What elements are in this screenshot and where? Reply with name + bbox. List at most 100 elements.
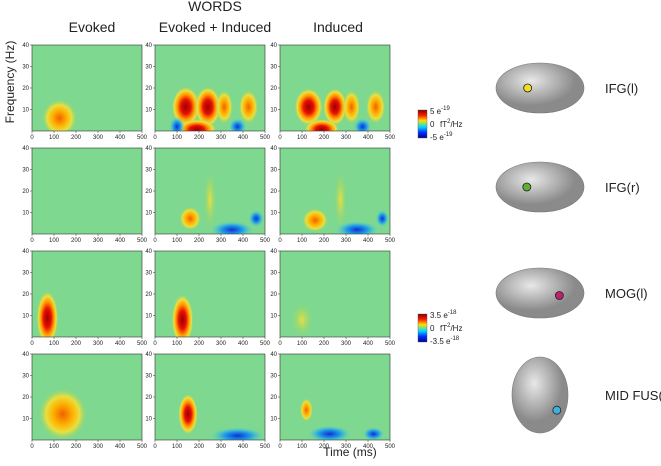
heatmap-background [155,354,265,440]
heatmap-panel: 0 100 200 300 400 500 10 20 30 40 [145,352,270,450]
x-tick-label: 200 [194,341,205,347]
heatmap [155,354,265,440]
heatmap-blob [210,221,254,234]
heatmap-blob [179,206,202,231]
heatmap-blob [194,86,221,128]
y-tick-label: 40 [22,146,29,152]
x-tick-label: 100 [49,135,60,141]
x-tick-label: 500 [260,444,271,450]
x-tick-label: 400 [115,444,126,450]
heatmap-blob [304,118,340,131]
heatmap-blob [307,425,352,440]
colorbar-label: -5 e-19 [430,132,453,142]
heatmap [280,45,390,131]
y-tick-label: 40 [22,352,29,358]
x-tick-label: 100 [297,444,308,450]
x-tick-label: 400 [115,341,126,347]
label-exponent: -19 [441,106,450,112]
heatmap-blob [169,116,185,131]
x-tick-label: 400 [238,238,249,244]
heatmap-blob [238,89,259,125]
label-tail: /Hz [450,324,462,333]
x-tick-label: 100 [49,444,60,450]
x-tick-label: 100 [172,135,183,141]
x-tick-label: 200 [319,135,330,141]
y-tick-label: 40 [145,43,152,49]
x-tick-label: 400 [238,135,249,141]
x-tick-label: 400 [363,135,374,141]
x-tick-label: 300 [93,238,104,244]
colorbar-label: fT2/Hz [440,119,462,129]
heatmap-blob [342,89,361,125]
y-tick-label: 30 [270,168,277,174]
x-tick-label: 200 [194,238,205,244]
x-tick-label: 0 [278,444,282,450]
x-tick-label: 100 [49,238,60,244]
x-tick-label: 500 [385,444,396,450]
y-tick-label: 40 [145,352,152,358]
heatmap-blob [375,209,389,228]
x-tick-label: 100 [49,341,60,347]
heatmap-blob [228,118,247,131]
heatmap-panel: 0 100 200 300 400 500 10 20 30 40 [22,352,147,450]
heatmap-panel: 0 100 200 300 400 500 10 20 30 40 [270,43,395,141]
label-exponent: -19 [444,132,453,138]
label-base: fT [440,324,447,333]
x-tick-label: 100 [297,238,308,244]
x-tick-label: 300 [93,341,104,347]
heatmap-background [32,148,142,234]
x-tick-label: 200 [71,135,82,141]
heatmap-blob [294,88,323,126]
brain-image [495,267,585,319]
y-tick-label: 40 [270,146,277,152]
x-tick-label: 300 [216,238,227,244]
y-tick-label: 30 [145,374,152,380]
x-tick-label: 500 [260,341,271,347]
y-tick-label: 40 [22,249,29,255]
x-tick-label: 500 [385,135,396,141]
colorbar-label: 5 e-19 [430,106,450,116]
heatmap-panel: 0 100 200 300 400 500 10 20 30 40 [270,146,395,244]
region-marker [552,405,562,415]
x-tick-label: 0 [153,135,157,141]
heatmap [155,45,265,131]
y-tick-label: 20 [22,86,29,92]
y-tick-label: 30 [145,65,152,71]
x-tick-label: 300 [341,135,352,141]
x-tick-label: 200 [319,238,330,244]
region-label: IFG(l) [605,81,638,96]
label-base: -3.5 e [430,337,451,346]
colorbar [417,313,428,343]
y-tick-label: 30 [22,168,29,174]
y-tick-label: 30 [145,271,152,277]
x-tick-label: 200 [194,135,205,141]
x-tick-label: 0 [278,135,282,141]
region-label: MOG(l) [605,286,648,301]
x-tick-label: 300 [341,238,352,244]
x-tick-label: 100 [172,238,183,244]
x-tick-label: 200 [71,341,82,347]
heatmap-blob [335,221,379,234]
x-tick-label: 400 [363,444,374,450]
y-tick-label: 10 [145,314,152,320]
x-tick-label: 500 [260,238,271,244]
x-tick-label: 500 [137,238,148,244]
heatmap-blob [362,427,385,440]
x-tick-label: 0 [278,341,282,347]
x-tick-label: 200 [319,341,330,347]
x-tick-label: 500 [385,238,396,244]
y-tick-label: 10 [22,108,29,114]
heatmap-panel: 0 100 200 300 400 500 10 20 30 40 [22,43,147,141]
y-tick-label: 30 [22,271,29,277]
heatmap-blob [291,302,313,337]
heatmap-blob [322,88,348,126]
y-tick-label: 20 [270,189,277,195]
y-tick-label: 10 [270,211,277,217]
heatmap-blob [177,118,217,131]
x-tick-label: 0 [153,238,157,244]
region-marker [522,182,532,192]
heatmap-blob [353,118,372,131]
x-tick-label: 300 [216,135,227,141]
y-tick-label: 40 [270,352,277,358]
